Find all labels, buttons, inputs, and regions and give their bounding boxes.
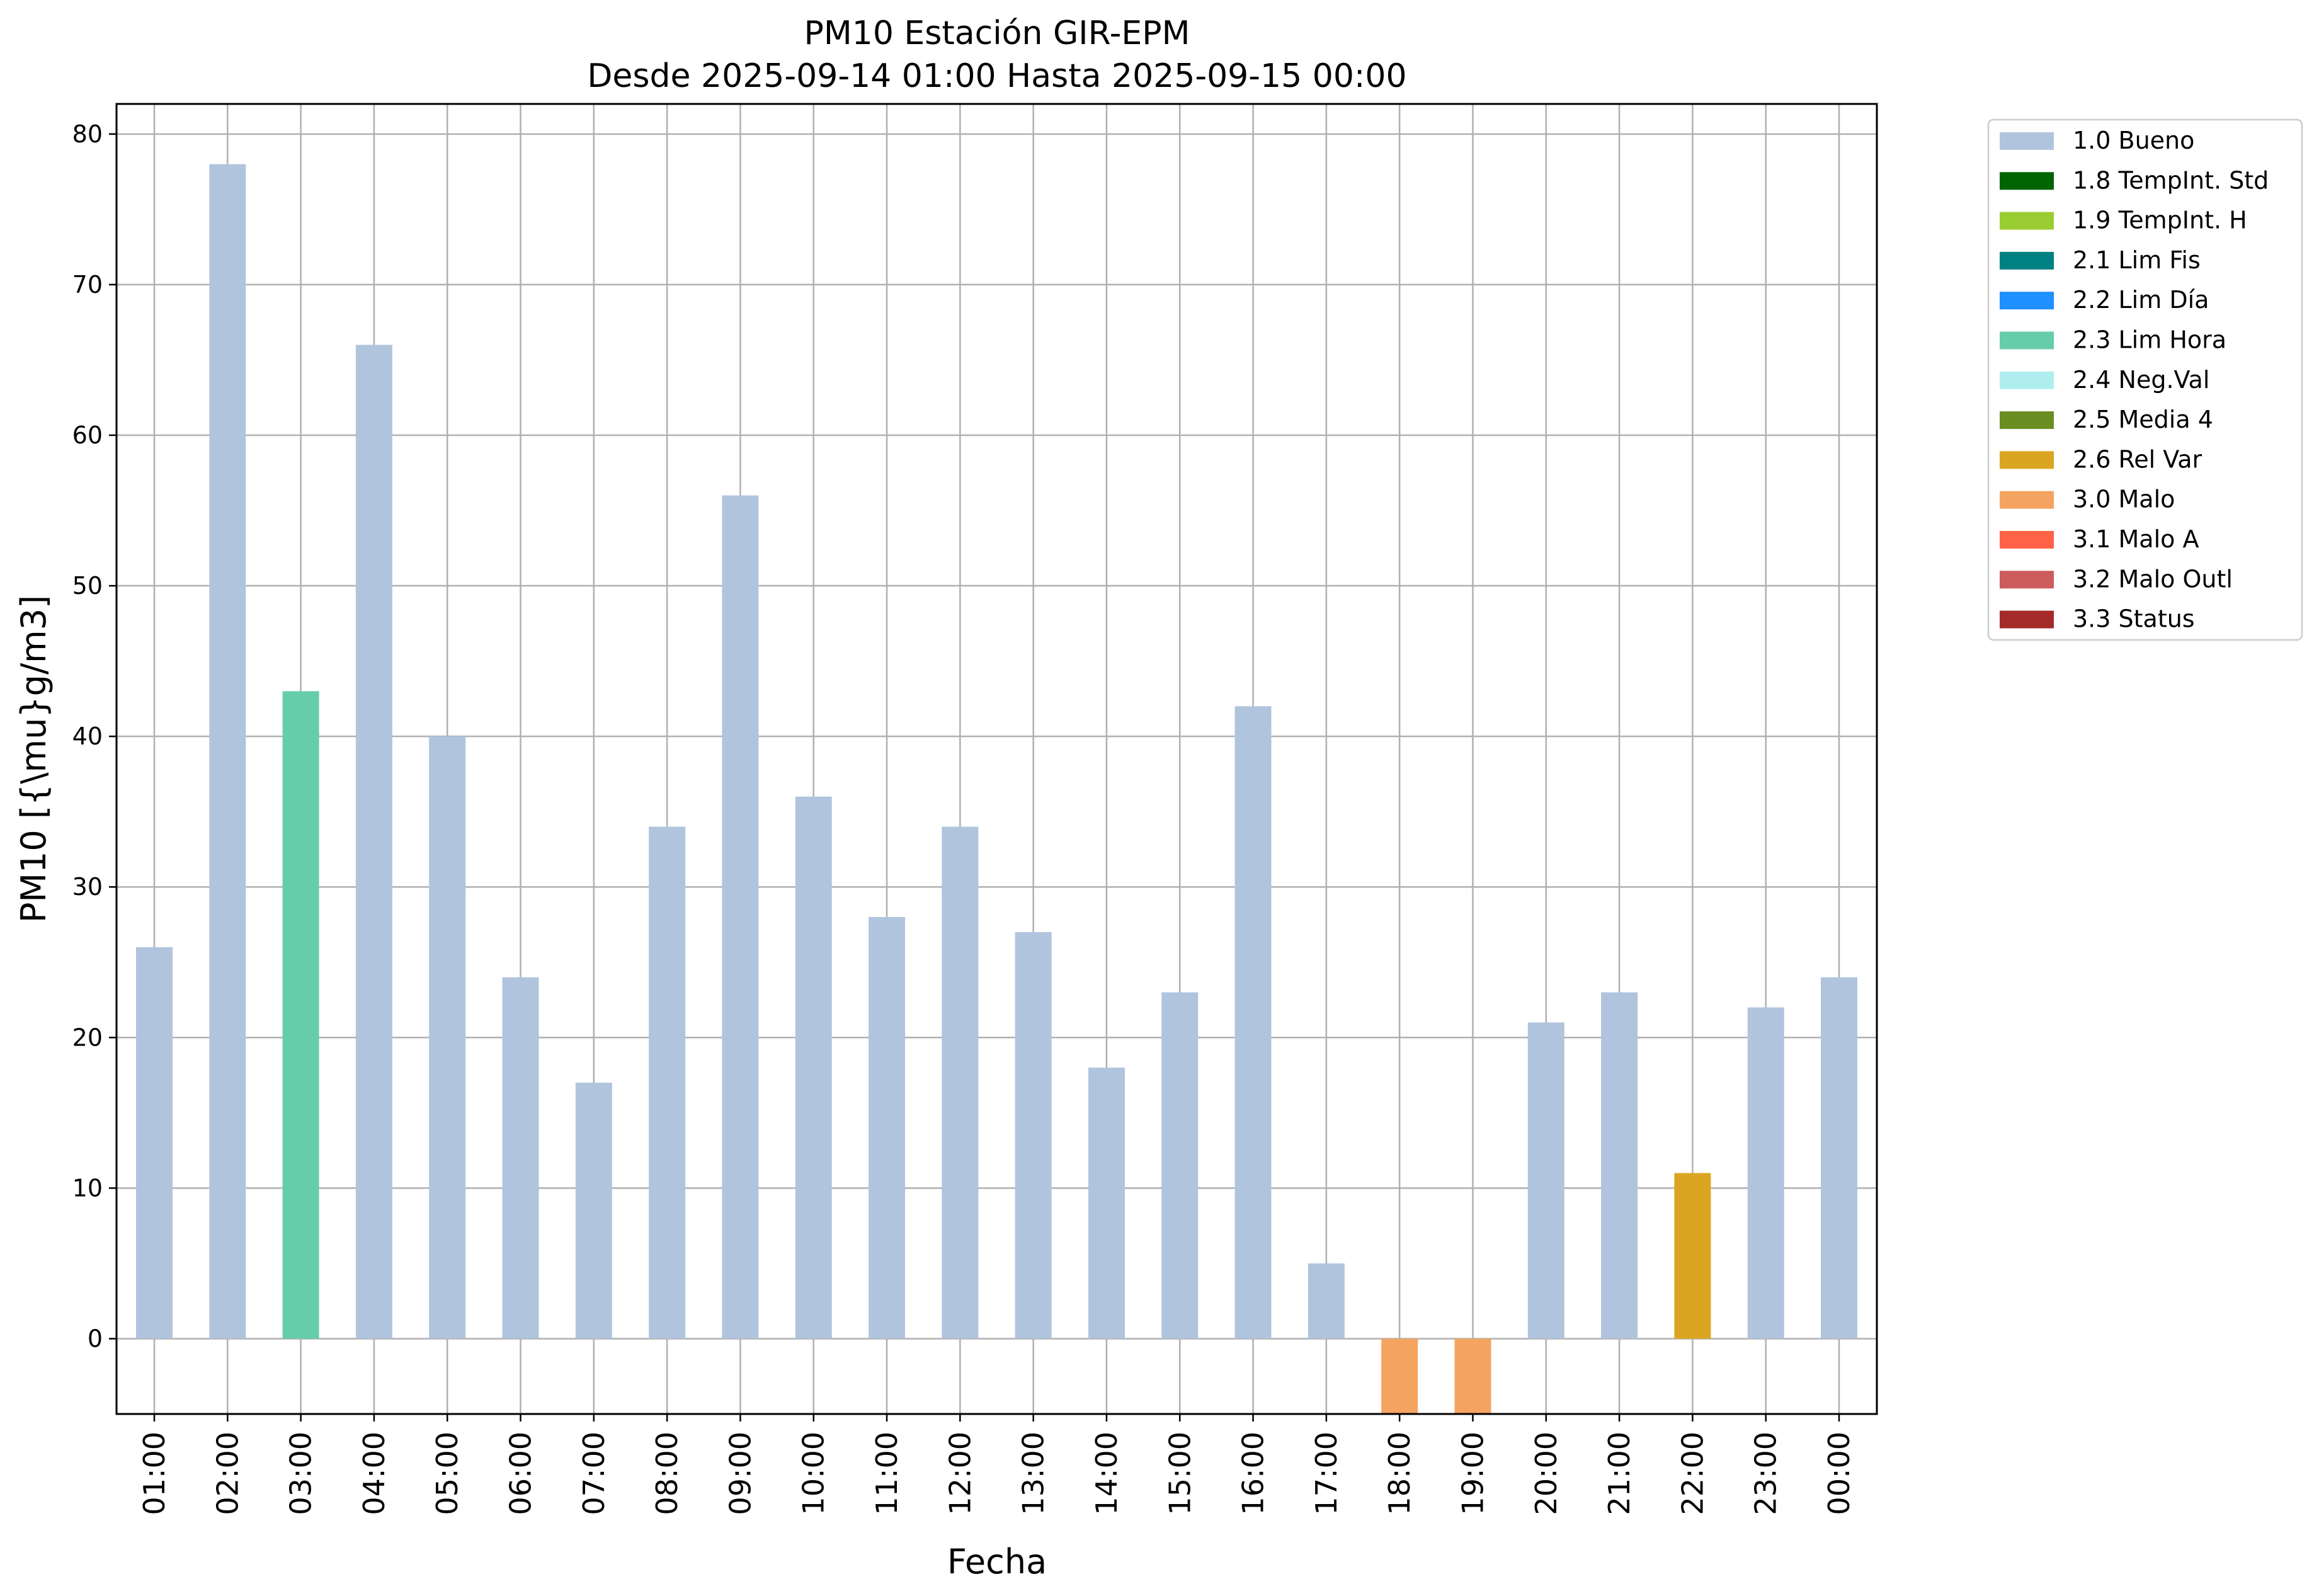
- bar-1800: [1381, 1338, 1418, 1414]
- x-axis-ticks: 01:00 02:00 03:00 04:00 05:00 06:00 07:00 08:00…: [137, 1414, 1856, 1515]
- x-tick-label: 12:00: [943, 1432, 977, 1515]
- bar-0600: [502, 977, 539, 1339]
- y-tick-label: 80: [72, 120, 103, 148]
- chart-title: PM10 Estación GIR-EPM: [804, 14, 1190, 52]
- legend-label: 2.2 Lim Día: [2073, 286, 2209, 314]
- x-tick-label: 08:00: [650, 1432, 684, 1515]
- bar-0000: [1821, 977, 1857, 1339]
- x-tick-label: 16:00: [1236, 1432, 1270, 1515]
- bars: [136, 164, 1857, 1414]
- x-tick-label: 19:00: [1456, 1432, 1490, 1515]
- bar-2300: [1747, 1007, 1784, 1339]
- y-tick-label: 70: [72, 271, 103, 299]
- bar-0200: [209, 164, 246, 1339]
- y-axis-ticks: 0 10 20 30 40 50 60 70 80: [72, 120, 117, 1352]
- legend-swatch: [2000, 571, 2054, 589]
- x-tick-label: 02:00: [210, 1432, 244, 1515]
- x-tick-label: 04:00: [357, 1432, 391, 1515]
- bar-2200: [1674, 1173, 1711, 1339]
- x-tick-label: 22:00: [1675, 1432, 1709, 1515]
- x-tick-label: 20:00: [1529, 1432, 1563, 1515]
- y-axis-label: PM10 [{\mu}g/m3]: [14, 595, 54, 923]
- legend-swatch: [2000, 371, 2054, 389]
- bar-1600: [1234, 706, 1272, 1339]
- y-tick-label: 60: [72, 421, 103, 449]
- legend-swatch: [2000, 411, 2054, 430]
- legend-label: 2.6 Rel Var: [2073, 445, 2202, 473]
- bar-0700: [575, 1083, 612, 1339]
- x-tick-label: 17:00: [1309, 1432, 1343, 1515]
- legend-swatch: [2000, 132, 2054, 150]
- x-tick-label: 21:00: [1602, 1432, 1636, 1515]
- bar-0900: [722, 495, 759, 1339]
- x-tick-label: 13:00: [1017, 1432, 1051, 1515]
- y-tick-label: 30: [72, 873, 103, 901]
- bar-2000: [1527, 1022, 1564, 1339]
- legend-label: 3.1 Malo A: [2073, 525, 2199, 553]
- plot-frame: [115, 103, 1878, 1415]
- x-tick-label: 03:00: [284, 1432, 318, 1515]
- legend-label: 3.3 Status: [2073, 605, 2195, 633]
- legend-swatch: [2000, 331, 2054, 350]
- legend-swatch: [2000, 172, 2054, 190]
- legend-swatch: [2000, 491, 2054, 509]
- legend-box: [1987, 118, 2303, 641]
- x-tick-label: 09:00: [723, 1432, 757, 1515]
- legend-swatch: [2000, 610, 2054, 629]
- bar-0500: [429, 736, 466, 1339]
- legend-label: 2.3 Lim Hora: [2073, 326, 2226, 354]
- bar-1000: [795, 796, 832, 1339]
- legend-label: 2.5 Media 4: [2073, 406, 2213, 433]
- x-tick-label: 14:00: [1090, 1432, 1124, 1515]
- y-tick-label: 40: [72, 722, 103, 750]
- x-tick-label: 15:00: [1163, 1432, 1197, 1515]
- bar-1200: [942, 826, 979, 1339]
- legend-swatch: [2000, 451, 2054, 469]
- bar-0400: [355, 345, 392, 1339]
- legend: 1.0 Bueno 1.8 TempInt. Std 1.9 TempInt. H 2…: [1987, 118, 2303, 641]
- x-tick-label: 10:00: [797, 1432, 831, 1515]
- x-tick-label: 00:00: [1822, 1432, 1856, 1515]
- legend-label: 1.8 TempInt. Std: [2073, 166, 2269, 194]
- bar-1100: [869, 917, 906, 1339]
- y-tick-label: 50: [72, 572, 103, 600]
- legend-swatch: [2000, 292, 2054, 310]
- x-tick-label: 18:00: [1382, 1432, 1416, 1515]
- bar-1700: [1308, 1263, 1345, 1339]
- legend-label: 3.2 Malo Outl: [2073, 565, 2233, 593]
- bar-1500: [1161, 992, 1199, 1339]
- bar-1400: [1088, 1068, 1125, 1339]
- legend-swatch: [2000, 251, 2054, 270]
- y-tick-label: 10: [72, 1174, 103, 1202]
- x-tick-label: 06:00: [504, 1432, 538, 1515]
- legend-swatch: [2000, 212, 2054, 230]
- y-tick-label: 20: [72, 1023, 103, 1051]
- chart-subtitle: Desde 2025-09-14 01:00 Hasta 2025-09-15 …: [587, 57, 1406, 95]
- x-tick-label: 05:00: [430, 1432, 464, 1515]
- x-tick-label: 23:00: [1749, 1432, 1783, 1515]
- legend-swatch: [2000, 531, 2054, 549]
- legend-label: 1.0 Bueno: [2073, 127, 2194, 154]
- x-tick-label: 11:00: [870, 1432, 904, 1515]
- bar-2100: [1601, 992, 1638, 1339]
- legend-label: 2.1 Lim Fis: [2073, 246, 2201, 274]
- x-tick-label: 01:00: [137, 1432, 171, 1515]
- x-tick-label: 07:00: [577, 1432, 611, 1515]
- bar-1900: [1454, 1338, 1491, 1414]
- x-axis-label: Fecha: [947, 1542, 1047, 1582]
- legend-label: 2.4 Neg.Val: [2073, 366, 2209, 394]
- bar-1300: [1015, 932, 1052, 1339]
- bar-0300: [282, 691, 319, 1339]
- bar-0100: [136, 947, 173, 1339]
- bar-0800: [649, 826, 686, 1339]
- y-tick-label: 0: [88, 1325, 103, 1352]
- legend-label: 1.9 TempInt. H: [2073, 207, 2247, 234]
- legend-label: 3.0 Malo: [2073, 486, 2175, 513]
